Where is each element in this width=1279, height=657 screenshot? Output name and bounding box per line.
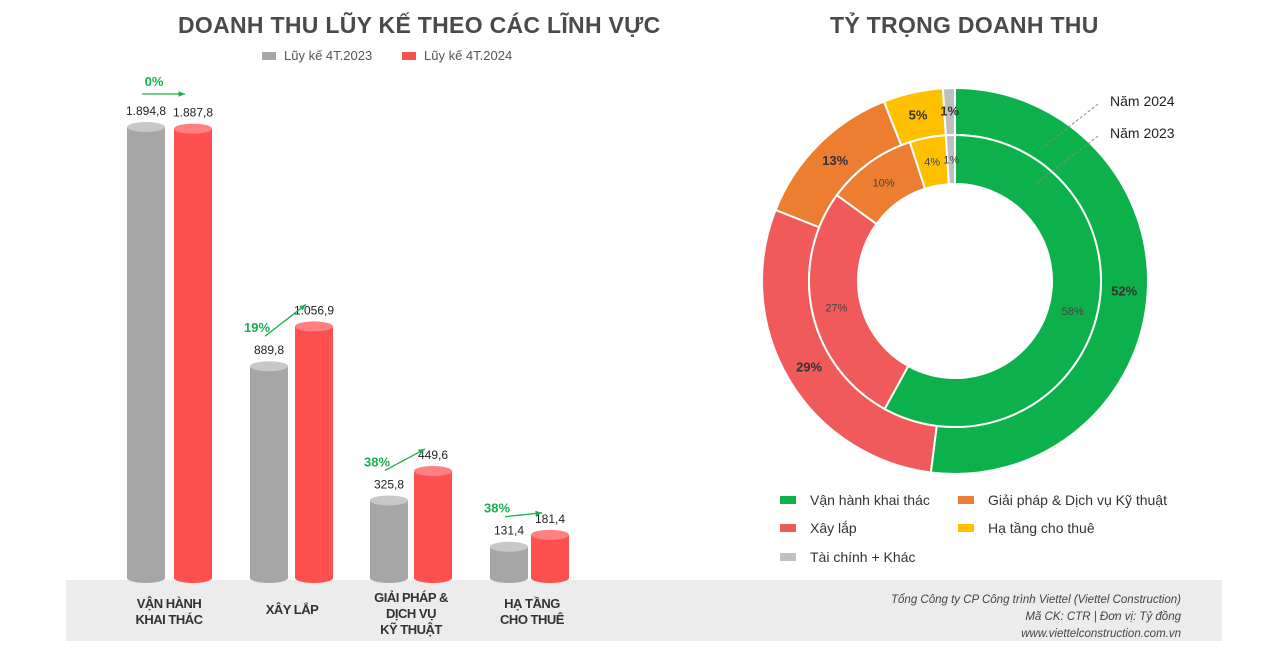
slice-label: 4% [924, 157, 940, 169]
bar-top [414, 465, 452, 476]
legend-swatch [262, 51, 276, 60]
growth-arrow [264, 303, 307, 337]
arrow-head [299, 304, 306, 311]
bar-top [490, 541, 528, 552]
slice-label: 5% [909, 108, 928, 123]
category-label: VẬN HÀNH KHAI THÁC [135, 596, 204, 627]
legend-swatch [958, 524, 974, 532]
bar-2024 [295, 326, 333, 583]
ring-label-2023: Năm 2023 [1110, 125, 1175, 141]
bar-2023 [250, 366, 288, 583]
growth-label: 38% [364, 454, 390, 469]
legend-label: Giải pháp & Dịch vụ Kỹ thuật [988, 492, 1167, 508]
legend-swatch [780, 553, 796, 561]
arrow-head [535, 510, 542, 517]
bar-top [531, 529, 569, 540]
data-label: 131,4 [494, 524, 524, 538]
callout-line [1041, 103, 1099, 149]
slice-label: 1% [940, 104, 959, 119]
legend-label: Lũy kế 4T.2023 [284, 48, 373, 63]
slice-label: 52% [1111, 284, 1137, 299]
legend-2024: Lũy kế 4T.2024 [402, 48, 512, 63]
donut-chart-title: TỶ TRỌNG DOANH THU [830, 12, 1099, 38]
growth-label: 0% [145, 74, 164, 89]
legend-label: Hạ tầng cho thuê [988, 520, 1095, 536]
category-label: HẠ TẦNG CHO THUÊ [500, 596, 564, 627]
bar-2023 [490, 546, 528, 583]
bar-2024 [414, 470, 452, 583]
legend-label: Xây lắp [810, 520, 857, 536]
slice-label: 13% [822, 153, 848, 168]
arrow-head [418, 448, 425, 455]
bar-2024 [531, 534, 569, 583]
category-label: XÂY LẮP [265, 602, 319, 617]
bar-2024 [174, 128, 212, 583]
slice-label: 58% [1062, 306, 1084, 318]
data-label: 1.887,8 [173, 106, 213, 120]
growth-label: 19% [244, 320, 270, 335]
donut-legend-0: Vận hành khai thác [780, 492, 930, 508]
legend-2023: Lũy kế 4T.2023 [262, 48, 372, 63]
legend-swatch [780, 496, 796, 504]
legend-label: Lũy kế 4T.2024 [424, 48, 513, 63]
bar-chart-title: DOANH THU LŨY KẾ THEO CÁC LĨNH VỰC [178, 12, 661, 38]
slice-label: 29% [796, 359, 822, 374]
growth-label: 38% [484, 501, 510, 516]
legend-swatch [958, 496, 974, 504]
data-label: 325,8 [374, 477, 404, 491]
callout-line [1035, 135, 1099, 185]
donut-slice-Năm-2023 [944, 133, 956, 186]
legend-label: Tài chính + Khác [810, 549, 916, 565]
category-label: GIẢI PHÁP & DỊCH VỤ KỸ THUẬT [374, 590, 448, 637]
slice-label: 1% [943, 155, 959, 167]
bar-2023 [370, 500, 408, 583]
slice-label: 27% [825, 303, 847, 315]
footer-note: Tổng Công ty CP Công trình Viettel (Viet… [891, 592, 1181, 643]
data-label: 1.894,8 [126, 104, 166, 118]
stock-code-unit: Mã CK: CTR | Đơn vị: Tỷ đồng [1025, 611, 1181, 623]
donut-legend-4: Tài chính + Khác [780, 549, 915, 565]
bar-top [127, 122, 165, 132]
growth-arrow [384, 448, 426, 472]
bar-chart: 1.894,8 1.887,80%889,81.056,919%325,8449,… [126, 74, 569, 583]
legend-label: Vận hành khai thác [810, 492, 930, 508]
bar-top [295, 321, 333, 332]
donut-legend-1: Xây lắp [780, 520, 857, 536]
company-name: Tổng Công ty CP Công trình Viettel (Viet… [891, 594, 1181, 606]
data-label: 181,4 [535, 512, 565, 526]
donut-slice-Năm-2023 [883, 133, 1102, 428]
bar-top [174, 123, 212, 134]
data-label: 449,6 [418, 448, 448, 462]
website[interactable]: www.viettelconstruction.com.vn [1021, 628, 1181, 640]
slice-label: 10% [873, 178, 895, 190]
bar-top [370, 495, 408, 506]
bar-2023 [127, 127, 165, 583]
legend-swatch [402, 51, 416, 60]
legend-swatch [780, 524, 796, 532]
ring-label-2024: Năm 2024 [1110, 93, 1175, 109]
donut-legend-2: Giải pháp & Dịch vụ Kỹ thuật [958, 492, 1167, 508]
donut-legend-3: Hạ tầng cho thuê [958, 520, 1095, 536]
arrow-head [178, 91, 185, 97]
bar-top [250, 361, 288, 372]
data-label: 889,8 [254, 343, 284, 357]
footer-band [66, 580, 1222, 641]
